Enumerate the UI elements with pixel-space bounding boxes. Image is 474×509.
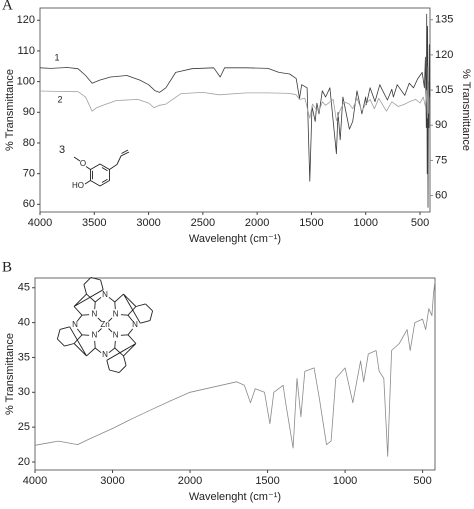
x-tick-label: 500	[413, 475, 431, 487]
y-tick-label: 120	[17, 14, 35, 26]
atom-label: N	[132, 320, 138, 329]
compound-label: 3	[59, 144, 65, 156]
spectrum-line	[39, 66, 430, 121]
x-tick-label: 500	[411, 217, 429, 229]
atom-label: N	[92, 310, 98, 319]
atom-label: Zn	[100, 320, 109, 329]
x-tick-label: 3500	[82, 217, 106, 229]
x-tick-label: 1000	[353, 217, 377, 229]
y2-tick-label: 135	[435, 14, 453, 26]
atom-label: N	[113, 310, 119, 319]
y-tick-label: 45	[18, 282, 30, 294]
panel-label: A	[2, 0, 13, 13]
y-tick-label: 110	[17, 45, 35, 57]
y-tick-label: 100	[17, 76, 35, 88]
structure-bonds	[73, 149, 130, 187]
y-tick-label: 25	[18, 421, 30, 433]
atom-label: N	[102, 290, 108, 299]
y2-tick-label: 90	[435, 119, 447, 131]
y-tick-label: 35	[18, 351, 30, 363]
y2-tick-label: 120	[435, 49, 453, 61]
y-axis-label: % Transmittance	[4, 333, 16, 415]
y-tick-label: 40	[18, 317, 30, 329]
atom-label: O	[80, 159, 86, 168]
y2-tick-label: 105	[435, 84, 453, 96]
y-axis-label: % Transmittance	[4, 69, 16, 151]
spectrum-line	[34, 280, 436, 457]
x-tick-label: 3000	[136, 217, 160, 229]
x-tick-label: 1000	[333, 475, 357, 487]
y-tick-label: 60	[23, 198, 35, 210]
atom-label: HO	[72, 181, 84, 190]
y-tick-label: 80	[23, 137, 35, 149]
series-label: 1	[54, 52, 59, 62]
x-tick-label: 2000	[245, 217, 269, 229]
y2-axis-label: % Transmittance	[460, 69, 472, 151]
x-axis-label: Wavelenght (cm⁻¹)	[189, 233, 281, 245]
series-label: 2	[57, 94, 62, 104]
x-tick-label: 4000	[28, 217, 52, 229]
y-tick-label: 20	[18, 456, 30, 468]
y-tick-label: 70	[23, 168, 35, 180]
y2-tick-label: 60	[435, 189, 447, 201]
y-tick-label: 30	[18, 386, 30, 398]
atom-label: N	[113, 331, 119, 340]
x-tick-label: 2000	[178, 475, 202, 487]
atom-label: N	[92, 331, 98, 340]
eugenol-structure: O HO 3	[59, 144, 130, 190]
atom-label: N	[102, 350, 108, 359]
x-tick-label: 1500	[299, 217, 323, 229]
plot-frame	[34, 277, 436, 471]
y2-tick-label: 75	[435, 154, 447, 166]
x-tick-label: 2500	[191, 217, 215, 229]
panel-label: B	[2, 259, 12, 275]
atom-label: N	[72, 320, 78, 329]
plot-frame	[39, 7, 431, 213]
spectrum-line	[39, 13, 431, 208]
y-tick-label: 90	[23, 106, 35, 118]
x-tick-label: 4000	[23, 475, 47, 487]
x-axis-label: Wavelenght (cm⁻¹)	[189, 491, 281, 503]
structure-bonds	[56, 276, 154, 374]
x-tick-label: 3000	[100, 475, 124, 487]
x-tick-label: 1500	[255, 475, 279, 487]
